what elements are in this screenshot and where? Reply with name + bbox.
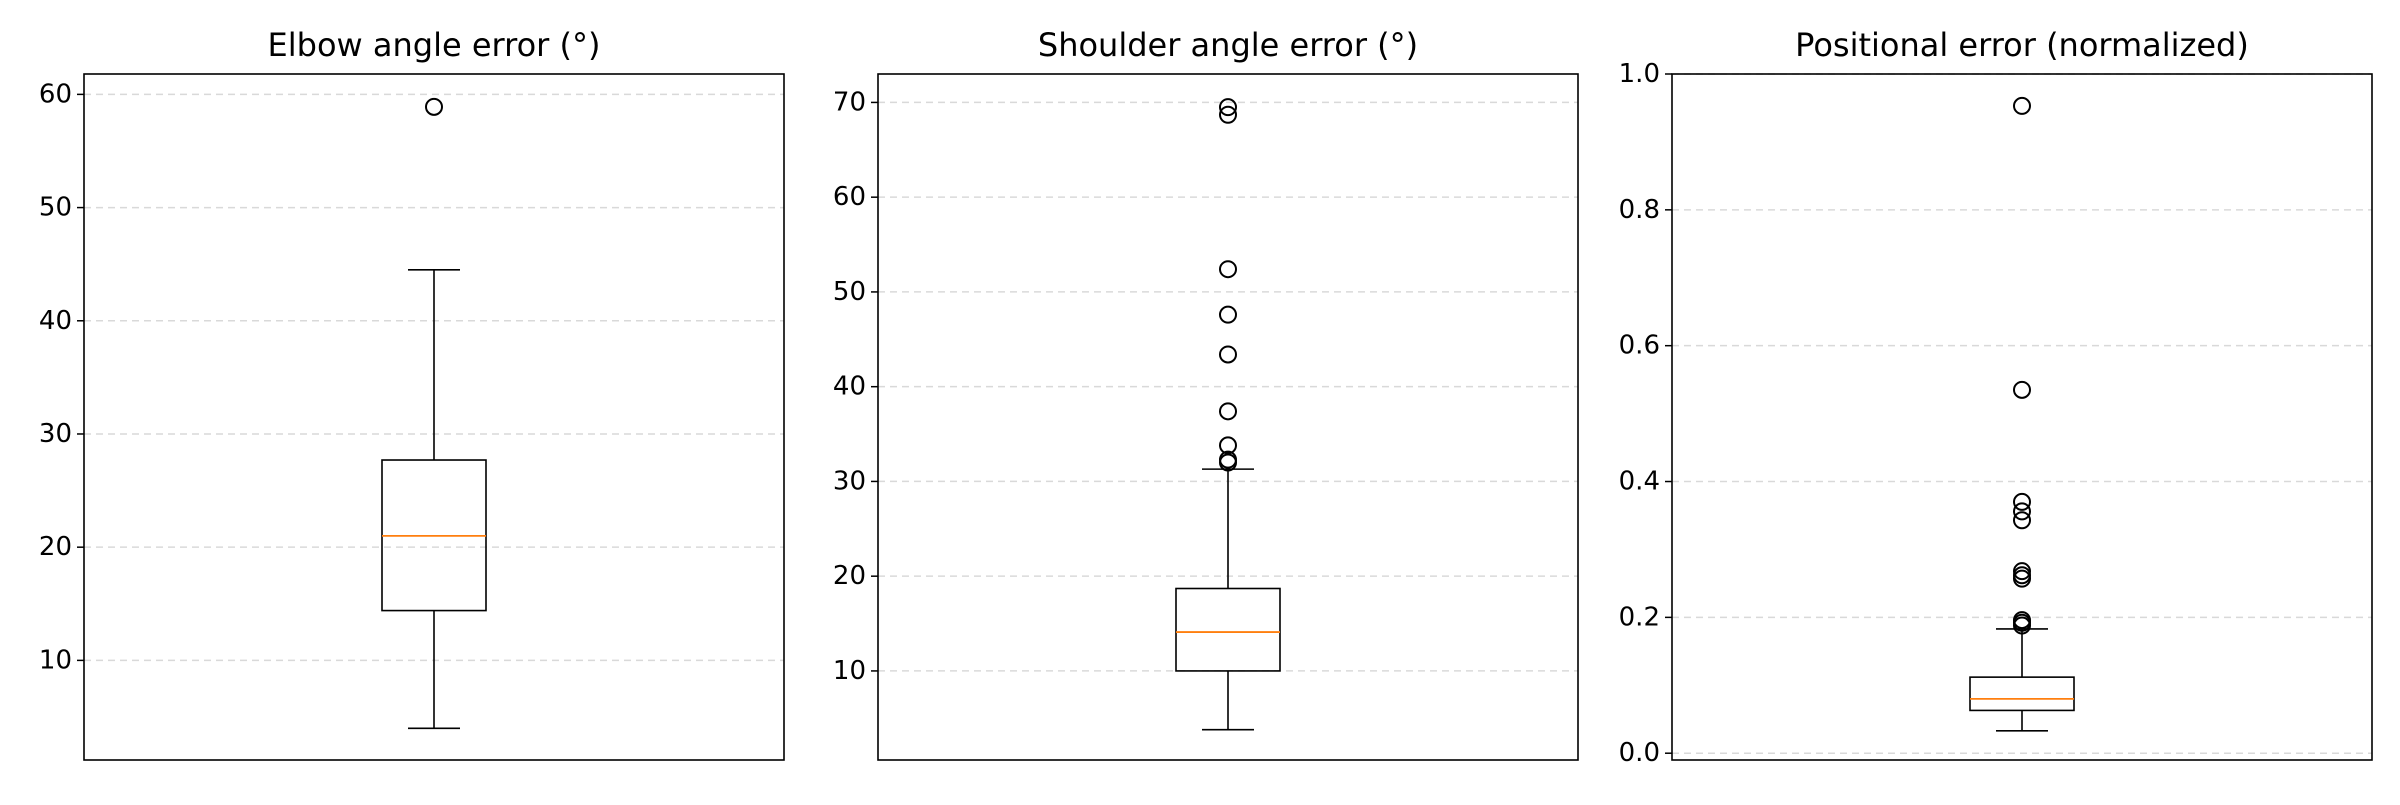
outlier-point xyxy=(1219,305,1237,324)
chart-title: Positional error (normalized) xyxy=(1795,26,2249,64)
y-tick-label: 30 xyxy=(833,466,866,496)
iqr-box xyxy=(1969,676,2075,712)
chart-panel-2: 10 20 30 40 50 60 70 Shoulder angle error (°) xyxy=(833,26,1579,761)
y-tick-label: 10 xyxy=(39,645,72,675)
y-tick-label: 20 xyxy=(833,561,866,591)
y-tick-label: 30 xyxy=(39,419,72,449)
y-tick-label: 50 xyxy=(39,193,72,223)
outlier-point xyxy=(2013,502,2031,521)
axes-frame xyxy=(1671,73,2373,761)
outlier-point xyxy=(1219,436,1237,455)
outlier-point xyxy=(2013,380,2031,399)
outlier-point xyxy=(1219,402,1237,421)
y-tick-label: 70 xyxy=(833,87,866,117)
y-tick-label: 40 xyxy=(833,372,866,402)
y-tick-label: 10 xyxy=(833,656,866,686)
y-tick-label: 1.0 xyxy=(1619,59,1660,89)
outlier-point xyxy=(1219,345,1237,364)
y-tick-label: 0.2 xyxy=(1619,602,1660,632)
chart-panel-3: 0.0 0.2 0.4 0.6 0.8 1.0 Positional error (norm… xyxy=(1619,26,2373,768)
iqr-box xyxy=(1175,587,1281,672)
chart-title: Shoulder angle error (°) xyxy=(1038,26,1418,64)
outlier-point xyxy=(2013,492,2031,511)
y-tick-label: 0.6 xyxy=(1619,331,1660,361)
outlier-point xyxy=(2013,611,2031,630)
outlier-point xyxy=(2013,562,2031,581)
y-tick-label: 60 xyxy=(833,182,866,212)
outlier-point xyxy=(1219,450,1237,469)
axes-frame xyxy=(877,73,1579,761)
y-tick-label: 60 xyxy=(39,79,72,109)
outlier-point xyxy=(2013,511,2031,530)
outlier-point xyxy=(425,97,443,116)
chart-title: Elbow angle error (°) xyxy=(268,26,601,64)
y-tick-label: 20 xyxy=(39,532,72,562)
y-tick-label: 0.8 xyxy=(1619,195,1660,225)
chart-panel-1: 10 20 30 40 50 60 Elbow angle error (°) xyxy=(39,26,785,761)
y-tick-label: 0.0 xyxy=(1619,738,1660,768)
outlier-point xyxy=(1219,260,1237,279)
outlier-point xyxy=(1219,98,1237,117)
axes-frame xyxy=(83,73,785,761)
y-tick-label: 0.4 xyxy=(1619,467,1660,497)
y-tick-label: 40 xyxy=(39,306,72,336)
outlier-point xyxy=(2013,96,2031,115)
outlier-point xyxy=(1219,105,1237,124)
y-tick-label: 50 xyxy=(833,277,866,307)
